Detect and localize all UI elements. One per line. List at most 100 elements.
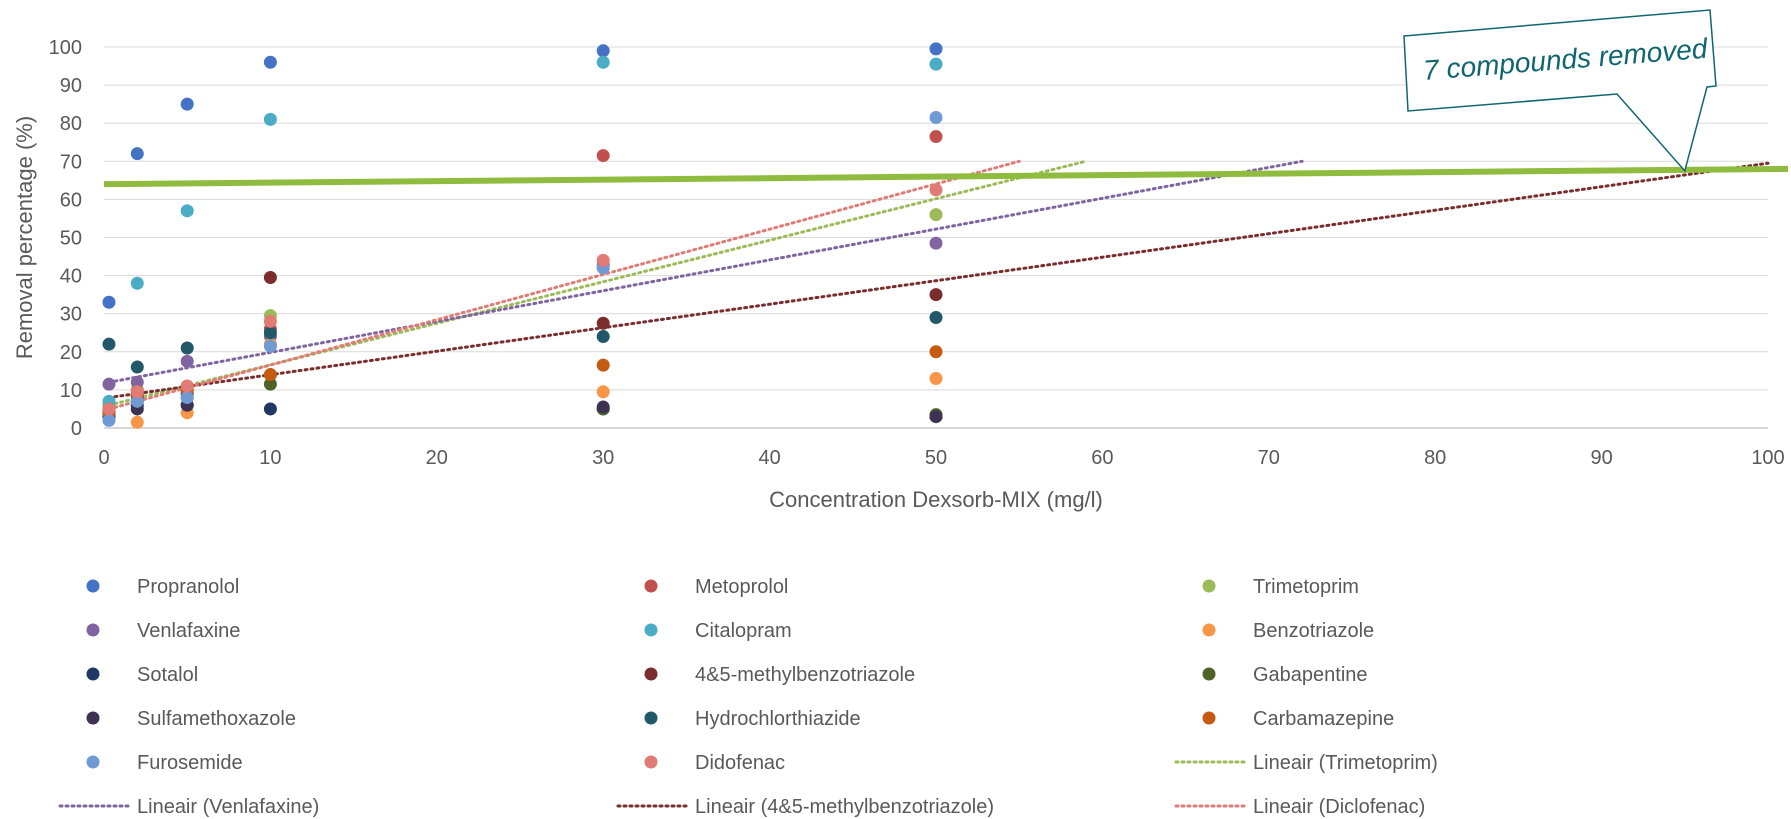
y-tick-label: 70 [60, 151, 82, 173]
legend-label: Carbamazepine [1253, 708, 1394, 730]
data-point [929, 236, 943, 250]
y-tick-label: 100 [49, 37, 82, 59]
data-point [180, 204, 194, 218]
legend-label: Gabapentine [1253, 664, 1368, 686]
callout-box [1403, 9, 1717, 173]
x-tick-label: 50 [925, 447, 947, 469]
threshold-line [103, 165, 1789, 188]
data-point [102, 413, 116, 427]
data-point [102, 295, 116, 309]
legend-label: Metoprolol [695, 576, 788, 598]
legend-marker [644, 579, 658, 593]
data-point [263, 55, 277, 69]
data-point [263, 402, 277, 416]
x-tick-label: 0 [98, 447, 109, 469]
data-point [929, 410, 943, 424]
legend-marker [644, 623, 658, 637]
data-point [180, 391, 194, 405]
data-point [180, 97, 194, 111]
data-point [596, 358, 610, 372]
data-point [102, 377, 116, 391]
data-point [102, 402, 116, 416]
legend-label: Benzotriazole [1253, 620, 1374, 642]
data-point [596, 316, 610, 330]
data-point [929, 345, 943, 359]
trendlines [107, 159, 1770, 411]
legend-label: Furosemide [137, 752, 243, 774]
legend-marker [86, 579, 100, 593]
y-tick-label: 40 [60, 266, 82, 288]
legend-label: Lineair (Trimetoprim) [1253, 752, 1438, 774]
x-tick-label: 80 [1424, 447, 1446, 469]
legend-marker [86, 667, 100, 681]
x-tick-label: 10 [259, 447, 281, 469]
data-point [130, 147, 144, 161]
legend-label: Lineair (Diclofenac) [1253, 796, 1425, 818]
data-point [130, 276, 144, 290]
data-point [263, 339, 277, 353]
data-point [596, 55, 610, 69]
data-point [130, 360, 144, 374]
legend-marker [86, 755, 100, 769]
data-point [263, 271, 277, 285]
legend-label: Sulfamethoxazole [137, 708, 296, 730]
data-points [102, 42, 943, 429]
data-point [596, 44, 610, 58]
x-tick-label: 90 [1590, 447, 1612, 469]
data-point [929, 311, 943, 325]
data-point [263, 377, 277, 391]
y-tick-label: 90 [60, 75, 82, 97]
legend-label: Citalopram [695, 620, 792, 642]
data-point [180, 341, 194, 355]
x-tick-label: 40 [758, 447, 780, 469]
data-point [929, 57, 943, 71]
trendline [107, 161, 1770, 400]
data-point [929, 371, 943, 385]
trendline [107, 159, 1304, 384]
legend-label: Trimetoprim [1253, 576, 1359, 598]
legend-label: Sotalol [137, 664, 198, 686]
data-point [596, 253, 610, 267]
legend-marker [86, 711, 100, 725]
tick-labels: 0 10 20 30 40 50 60 70 80 90 100 0 10 20 30 40 50 60 70 80 9… [49, 37, 1785, 469]
data-point [263, 368, 277, 382]
data-point [596, 400, 610, 414]
data-point [929, 183, 943, 197]
data-point [929, 208, 943, 222]
trendline [107, 159, 1021, 411]
legend-label: Propranolol [137, 576, 239, 598]
data-point [596, 149, 610, 163]
data-point [929, 110, 943, 124]
x-tick-label: 100 [1751, 447, 1784, 469]
legend-marker [1202, 711, 1216, 725]
x-tick-label: 30 [592, 447, 614, 469]
data-point [263, 112, 277, 126]
x-tick-label: 60 [1091, 447, 1113, 469]
y-tick-label: 30 [60, 304, 82, 326]
legend-label: Didofenac [695, 752, 785, 774]
threshold-line-segment [103, 165, 1789, 188]
data-point [596, 385, 610, 399]
x-tick-label: 20 [426, 447, 448, 469]
legend-label: Lineair (Venlafaxine) [137, 796, 319, 818]
x-tick-label: 70 [1258, 447, 1280, 469]
legend-marker [644, 711, 658, 725]
legend-marker [1202, 667, 1216, 681]
data-point [130, 394, 144, 408]
legend-marker [1202, 623, 1216, 637]
data-point [130, 375, 144, 389]
y-tick-label: 60 [60, 189, 82, 211]
callout: 7 compounds removed [1403, 9, 1717, 173]
y-tick-label: 20 [60, 342, 82, 364]
data-point [180, 354, 194, 368]
data-point [929, 288, 943, 302]
data-point [130, 385, 144, 399]
legend: Propranolol Metoprolol Trimetoprim Venlafax… [58, 576, 1438, 818]
data-point [130, 415, 144, 429]
legend-label: Lineair (4&5-methylbenzotriazole) [695, 796, 994, 818]
x-axis-title: Concentration Dexsorb-MIX (mg/l) [769, 487, 1103, 512]
legend-marker [644, 667, 658, 681]
y-tick-label: 0 [71, 418, 82, 440]
data-point [596, 330, 610, 344]
